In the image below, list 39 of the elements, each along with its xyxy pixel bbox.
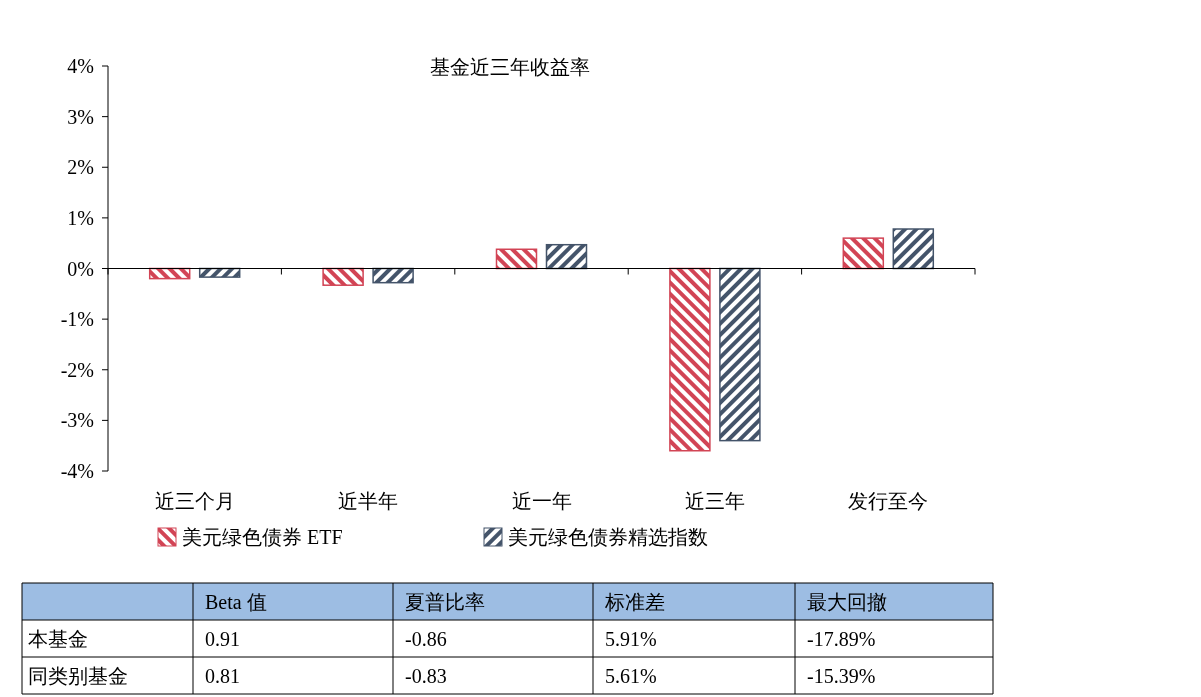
y-tick-label: -4% [60, 460, 94, 482]
category-label: 夏普比率 [405, 590, 485, 613]
legend-label: 美元绿色债券精选指数 [508, 526, 708, 548]
bar [669, 267, 711, 452]
x-tick-label: 近三年 [684, 490, 745, 512]
text: -17.89% [807, 627, 876, 650]
category-label: 最大回撤 [807, 590, 887, 613]
text: 5.61% [605, 664, 657, 687]
bar [545, 243, 588, 270]
text: 5.91% [605, 627, 657, 650]
bar [322, 267, 364, 286]
text: 0.81 [205, 664, 240, 687]
category-label: 本基金 [28, 627, 88, 650]
category-label: 标准差 [604, 590, 665, 613]
category-label: Beta 值 [205, 590, 267, 613]
y-tick-label: 0% [67, 257, 94, 280]
category-label: 同类别基金 [28, 664, 128, 687]
y-tick-label: 1% [67, 206, 94, 229]
legend-label: 美元绿色债券 ETF [182, 526, 343, 548]
text: -0.83 [405, 664, 447, 687]
text: -15.39% [807, 664, 876, 687]
y-tick-label: 3% [67, 105, 94, 128]
x-tick-label: 发行至今 [848, 490, 929, 512]
chart-title: 基金近三年收益率 [430, 56, 590, 78]
y-tick-label: -2% [60, 358, 94, 381]
y-tick-label: -1% [60, 308, 94, 331]
text: 0.91 [205, 627, 240, 650]
y-tick-label: -3% [60, 409, 94, 432]
x-tick-label: 近一年 [511, 490, 572, 512]
bar [495, 248, 538, 270]
x-tick-label: 近三个月 [154, 490, 235, 512]
x-tick-label: 近半年 [338, 490, 399, 512]
bar [842, 237, 885, 270]
y-tick-label: 2% [67, 156, 94, 179]
bar [372, 267, 414, 284]
y-tick-label: 4% [67, 55, 94, 77]
bar [892, 228, 935, 270]
bar [719, 267, 761, 442]
text: -0.86 [405, 627, 447, 650]
